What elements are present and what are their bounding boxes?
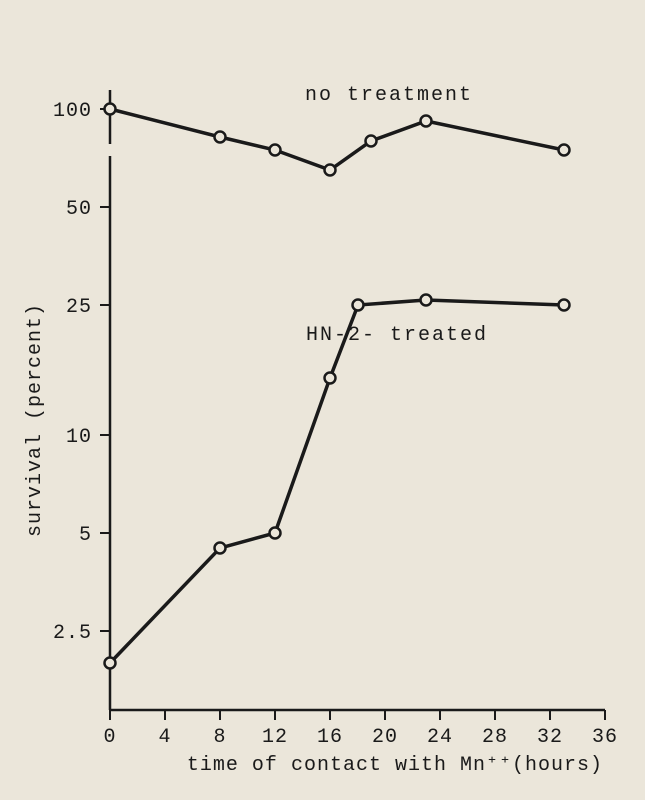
y-tick-label: 2.5 [53,622,92,645]
y-tick-label: 5 [79,524,92,547]
x-axis-label: time of contact with Mn⁺⁺(hours) [187,754,603,777]
x-tick-label: 32 [537,726,563,749]
y-tick-labels: 2.5 5 10 25 50 100 [53,100,92,645]
y-tick-label: 100 [53,100,92,123]
x-ticks [110,710,605,720]
series-label-hn2-treated: HN-2- treated [306,324,488,347]
x-tick-label: 24 [427,726,453,749]
x-tick-label: 28 [482,726,508,749]
y-tick-label: 10 [66,426,92,449]
y-axis-label: survival (percent) [24,303,47,537]
x-tick-label: 8 [213,726,226,749]
chart-container: 0 4 8 12 16 20 24 28 32 36 2.5 5 10 25 5… [0,0,645,800]
series-no-treatment [105,104,570,176]
survival-chart: 0 4 8 12 16 20 24 28 32 36 2.5 5 10 25 5… [0,0,645,800]
x-tick-labels: 0 4 8 12 16 20 24 28 32 36 [103,726,618,749]
x-tick-label: 36 [592,726,618,749]
x-tick-label: 4 [158,726,171,749]
x-tick-label: 20 [372,726,398,749]
series-hn2-treated [105,295,570,669]
x-tick-label: 16 [317,726,343,749]
y-tick-label: 50 [66,198,92,221]
y-tick-label: 25 [66,296,92,319]
x-tick-label: 0 [103,726,116,749]
series-label-no-treatment: no treatment [305,84,473,107]
y-ticks [100,109,110,631]
x-tick-label: 12 [262,726,288,749]
